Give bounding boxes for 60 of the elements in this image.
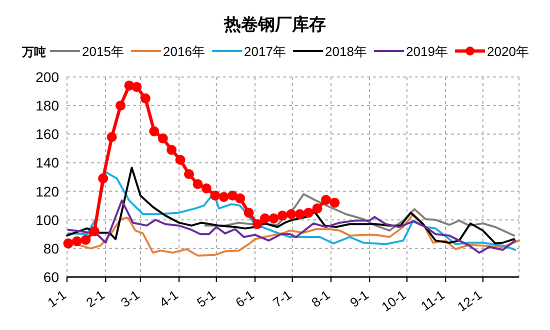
point [192, 179, 203, 190]
legend-label: 2016年 [163, 44, 205, 59]
point [330, 198, 340, 208]
point [286, 209, 296, 220]
y-tick-label: 140 [36, 154, 60, 171]
point [312, 203, 322, 214]
x-tick-label: 11-1 [418, 287, 448, 314]
y-tick-label: 100 [36, 212, 60, 228]
point [132, 82, 142, 92]
point [149, 126, 160, 136]
x-tick-label: 1-1 [44, 287, 69, 310]
point [72, 236, 82, 246]
point [277, 210, 288, 221]
y-tick-label: 200 [36, 69, 60, 85]
x-tick-label: 6-1 [232, 287, 257, 310]
point [158, 133, 168, 144]
point [304, 208, 314, 218]
point [175, 154, 186, 165]
point [260, 213, 270, 224]
x-tick-label: 8-1 [308, 287, 333, 310]
legend-label: 2019年 [406, 44, 448, 59]
line-series [67, 200, 516, 254]
y-tick-label: 80 [43, 240, 60, 256]
y-tick-label: 160 [36, 126, 60, 142]
point [140, 93, 150, 104]
x-tick-label: 3-1 [118, 287, 142, 310]
point [166, 144, 177, 155]
point [106, 132, 117, 142]
x-tick-label: 12-1 [454, 287, 485, 314]
x-tick-label: 5-1 [194, 287, 218, 310]
point [210, 190, 220, 201]
point [268, 213, 279, 224]
point [201, 183, 212, 194]
legend-label: 2015年 [82, 44, 124, 59]
point [252, 219, 263, 230]
x-tick-label: 10-1 [378, 287, 409, 314]
line-series [204, 193, 516, 237]
point [63, 238, 74, 248]
legend-label: 2017年 [244, 44, 286, 59]
point [244, 208, 254, 218]
point [235, 193, 246, 204]
y-tick-label: 120 [36, 183, 60, 200]
chart-title: 热卷钢厂库存 [223, 15, 326, 34]
point [184, 169, 194, 180]
x-tick-label: 4-1 [156, 287, 181, 310]
x-tick-label: 9-1 [347, 287, 372, 310]
y-tick-label: 180 [36, 98, 60, 114]
point [218, 192, 229, 202]
point [294, 209, 305, 220]
point [89, 226, 100, 236]
point [116, 100, 126, 111]
x-tick-label: 7-1 [270, 287, 294, 310]
legend-label: 2018年 [325, 44, 367, 59]
point [80, 234, 91, 245]
point [320, 194, 331, 205]
y-axis-title: 万吨 [21, 45, 46, 59]
point [98, 173, 108, 184]
x-tick-label: 2-1 [83, 287, 108, 310]
legend-label: 2020年 [487, 44, 529, 59]
y-tick-label: 60 [43, 269, 60, 285]
